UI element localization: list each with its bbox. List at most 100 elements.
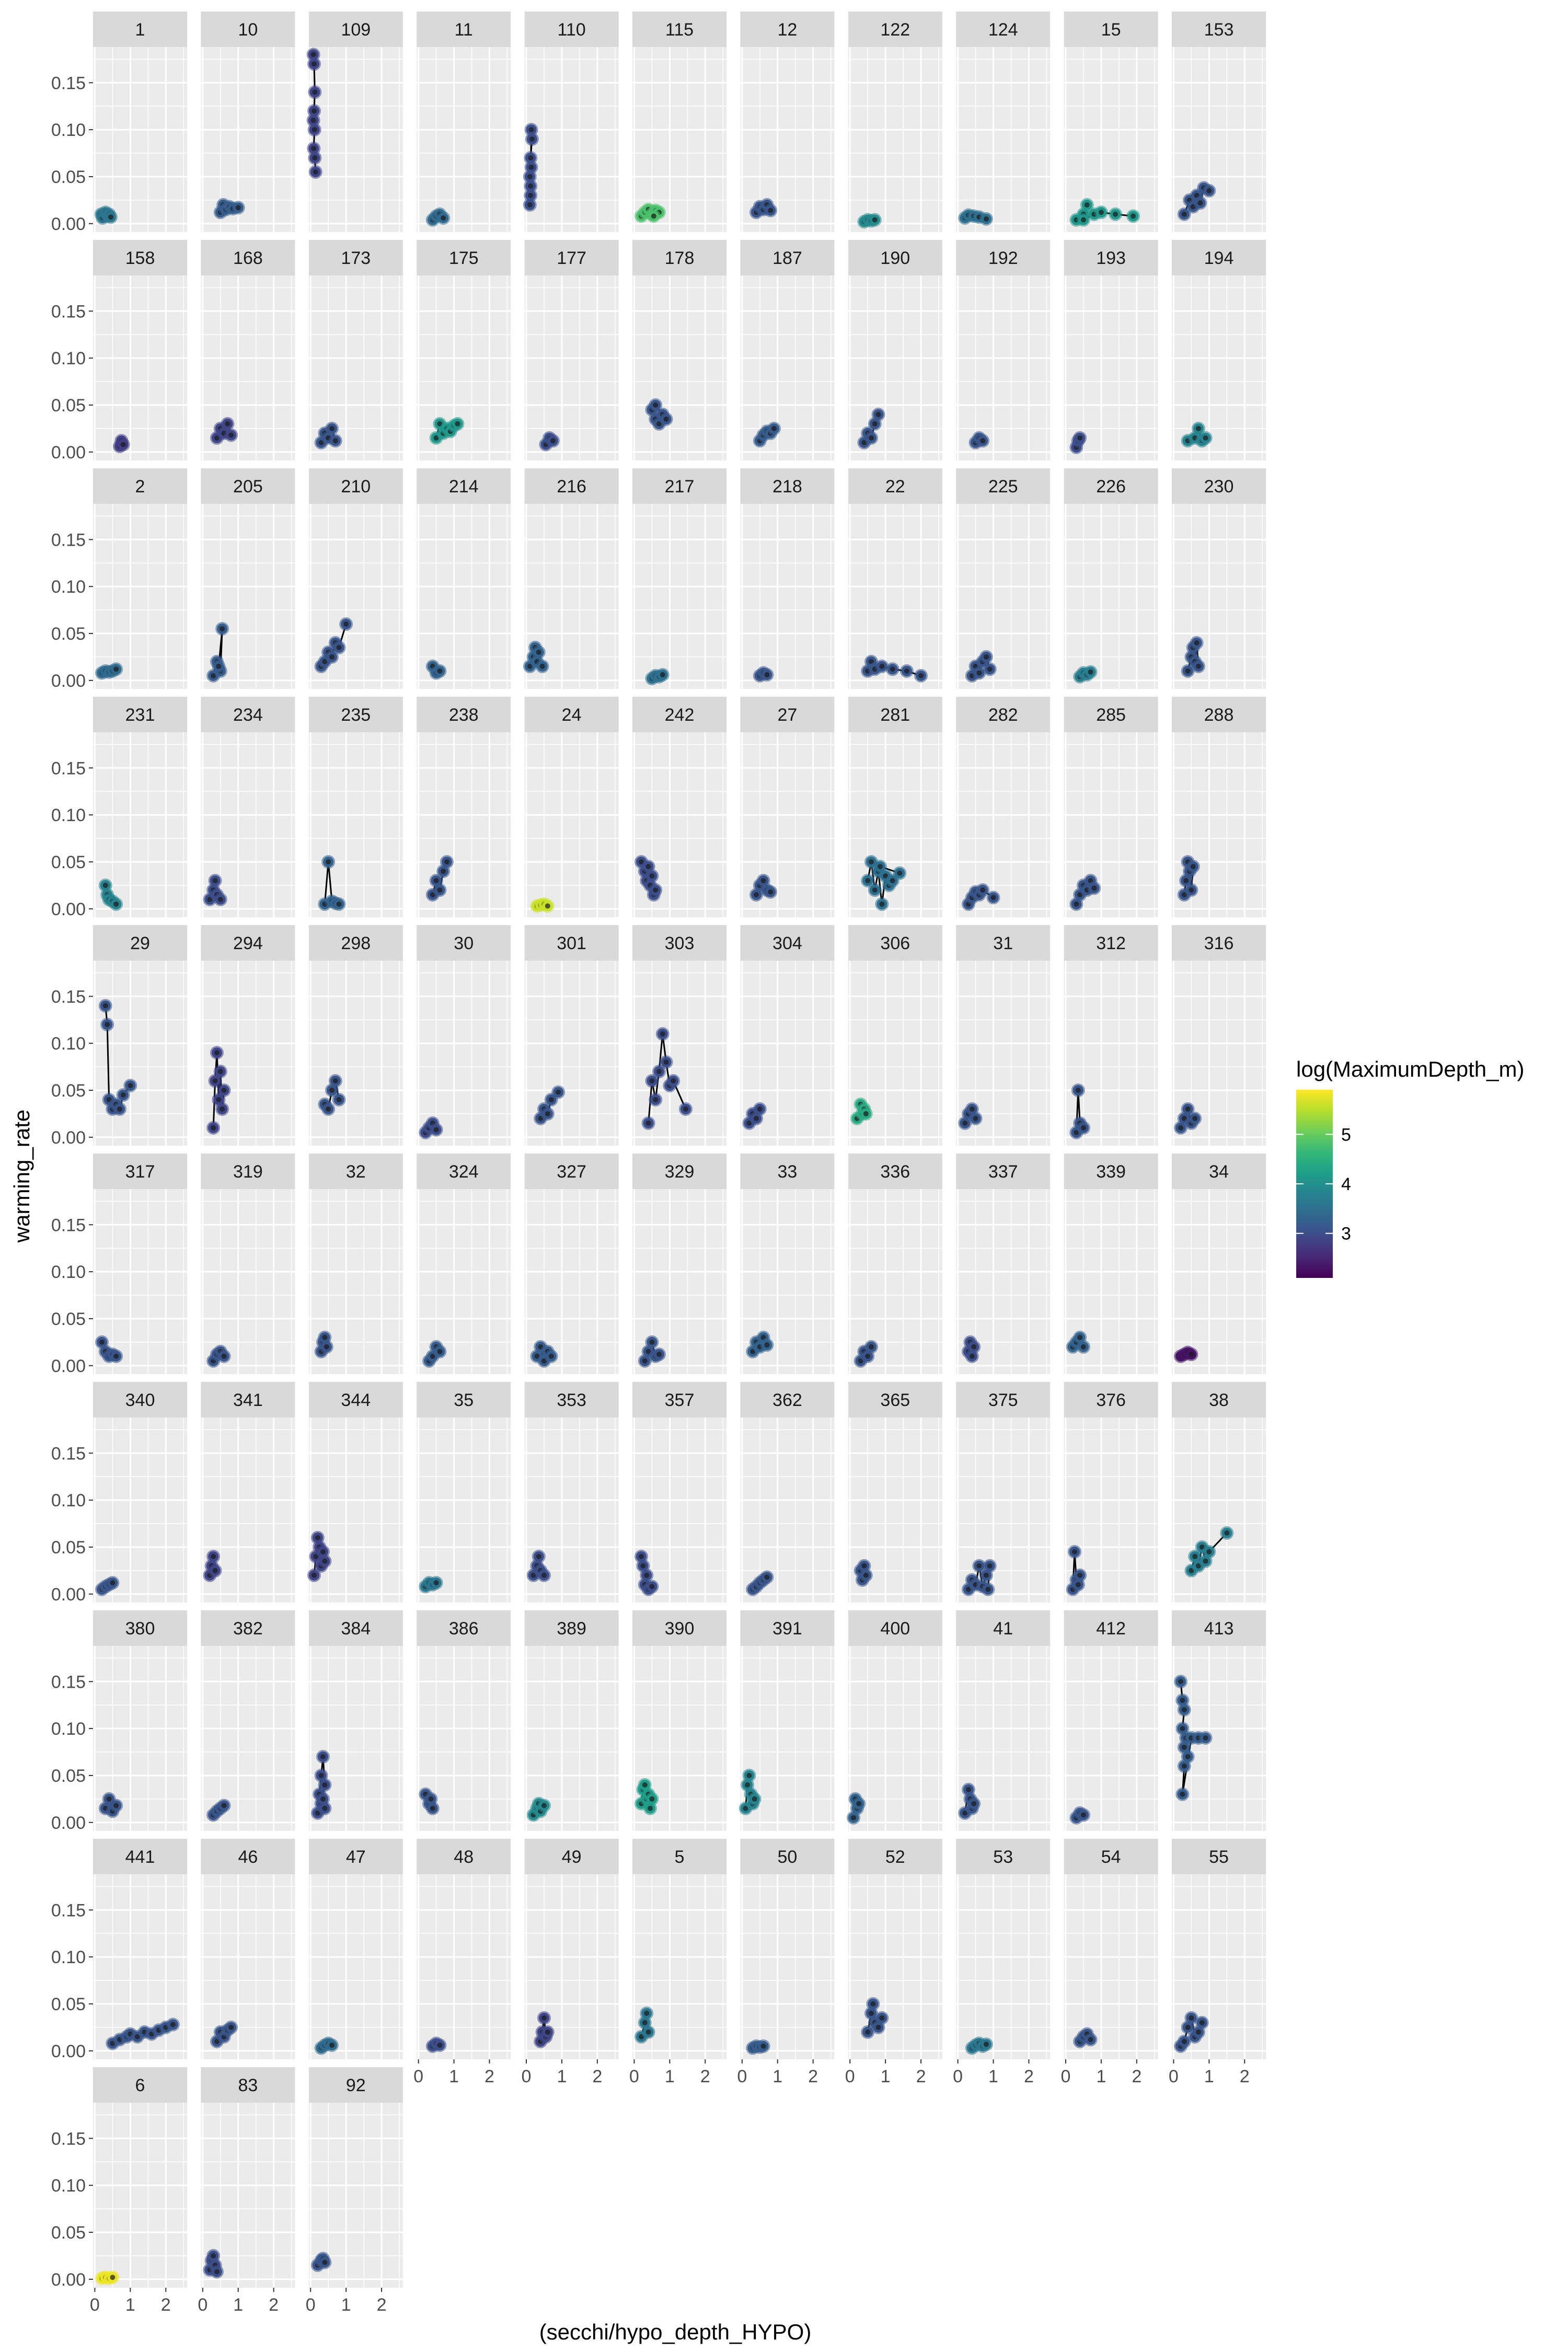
- facet-strip: [848, 925, 942, 961]
- data-point-core: [987, 1563, 993, 1569]
- data-point-core: [545, 1111, 550, 1116]
- facet-label: 11: [455, 20, 473, 40]
- facet-label: 15: [1101, 20, 1121, 40]
- gridlines: [201, 732, 295, 917]
- y-tick-label: 0.00: [51, 443, 86, 463]
- y-tick-label: 0.05: [51, 1081, 86, 1101]
- data-point-core: [326, 1106, 331, 1112]
- data-point-core: [220, 1106, 225, 1112]
- data-point-core: [752, 1796, 757, 1802]
- data-point-core: [861, 1563, 867, 1569]
- facet-panel: 158 0.00 0.05 0.10 0.15: [51, 240, 187, 463]
- data-point-core: [983, 654, 989, 660]
- facet-panel: 281: [848, 697, 942, 917]
- data-point-core: [214, 2269, 220, 2275]
- x-tick-label: 2: [808, 2067, 818, 2086]
- data-point-core: [1203, 1558, 1208, 1564]
- x-tick-label: 2: [269, 2295, 279, 2315]
- facet-strip: [848, 697, 942, 732]
- facet-panel: 15: [1064, 11, 1158, 232]
- data-point-core: [645, 863, 651, 869]
- data-point-core: [897, 870, 903, 876]
- y-tick-label: 0.00: [51, 214, 86, 234]
- facet-panel: 329: [632, 1154, 727, 1374]
- data-point-core: [746, 1772, 752, 1778]
- data-point-core: [644, 2010, 650, 2016]
- panel-background: [740, 1417, 835, 1602]
- data-point-core: [1181, 2038, 1187, 2044]
- gridlines: [632, 1874, 727, 2059]
- x-tick-label: 2: [1240, 2067, 1250, 2086]
- facet-label: 400: [880, 1619, 910, 1639]
- facet-label: 344: [341, 1390, 371, 1410]
- data-point-core: [965, 1786, 971, 1792]
- facet-panel: 168: [201, 240, 295, 460]
- facet-strip: [93, 468, 187, 504]
- facet-label: 193: [1096, 248, 1126, 268]
- data-point-core: [548, 1097, 554, 1102]
- facet-strip: [1064, 1154, 1158, 1189]
- facet-panel: 34: [1172, 1154, 1266, 1374]
- y-tick-label: 0.05: [51, 1309, 86, 1329]
- gridlines: [848, 1874, 942, 2059]
- y-tick-label: 0.15: [51, 302, 86, 321]
- data-point-core: [1074, 901, 1079, 907]
- data-point-core: [663, 1059, 669, 1065]
- data-point-core: [1181, 1745, 1187, 1750]
- facet-label: 177: [557, 248, 586, 268]
- data-point-core: [1181, 1707, 1187, 1713]
- facet-panel: 230: [1172, 468, 1266, 689]
- x-tick-label: 0: [522, 2067, 532, 2086]
- facet-strip: [956, 240, 1051, 275]
- x-tick-label: 2: [916, 2067, 926, 2086]
- facet-strip: [632, 1154, 727, 1189]
- panel-background: [1172, 1189, 1266, 1374]
- facet-label: 205: [233, 477, 263, 497]
- facet-panel: 193: [1064, 240, 1158, 460]
- data-point-core: [113, 1353, 119, 1359]
- facet-panel: 312: [1064, 925, 1158, 1146]
- data-point-core: [311, 108, 317, 114]
- data-point-core: [329, 1087, 335, 1093]
- facet-strip: [632, 468, 727, 504]
- y-tick-label: 0.00: [51, 1128, 86, 1148]
- facet-label: 5: [675, 1847, 685, 1867]
- gridlines: [417, 275, 511, 460]
- y-tick-label: 0.00: [51, 1356, 86, 1376]
- gridlines: [417, 961, 511, 1146]
- facet-label: 49: [562, 1847, 582, 1867]
- data-point-core: [875, 2024, 881, 2030]
- panel-background: [308, 1417, 403, 1602]
- facet-label: 365: [880, 1390, 910, 1410]
- data-point-core: [541, 1803, 547, 1808]
- data-point-core: [1080, 1125, 1086, 1131]
- panel-background: [956, 275, 1051, 460]
- facet-strip: [956, 1839, 1051, 1874]
- gridlines: [201, 1417, 295, 1602]
- data-point-core: [872, 217, 878, 223]
- facet-panel: 153: [1172, 11, 1266, 232]
- facet-strip: [956, 1610, 1051, 1646]
- facet-panel: 38: [1172, 1382, 1266, 1602]
- facet-label: 92: [346, 2076, 366, 2095]
- data-point-core: [315, 1535, 320, 1541]
- panel-background: [1064, 1874, 1158, 2059]
- gridlines: [740, 1874, 835, 2059]
- x-axis-title: (secchi/hypo_depth_HYPO): [539, 2320, 812, 2344]
- data-point-core: [757, 1106, 763, 1112]
- facet-strip: [848, 1154, 942, 1189]
- facet-label: 327: [557, 1162, 586, 1182]
- facet-strip: [201, 1154, 295, 1189]
- data-point-core: [430, 1805, 435, 1811]
- gridlines: [1172, 47, 1266, 232]
- y-tick-label: 0.00: [51, 1813, 86, 1833]
- gridlines: [1172, 1417, 1266, 1602]
- data-point-core: [312, 127, 317, 133]
- facet-strip: [201, 11, 295, 47]
- facet-panel: 282: [956, 697, 1051, 917]
- facet-label: 32: [346, 1162, 366, 1182]
- data-point-core: [653, 1097, 659, 1102]
- data-point-core: [1180, 1791, 1185, 1797]
- facet-strip: [524, 240, 619, 275]
- y-tick-label: 0.00: [51, 1585, 86, 1605]
